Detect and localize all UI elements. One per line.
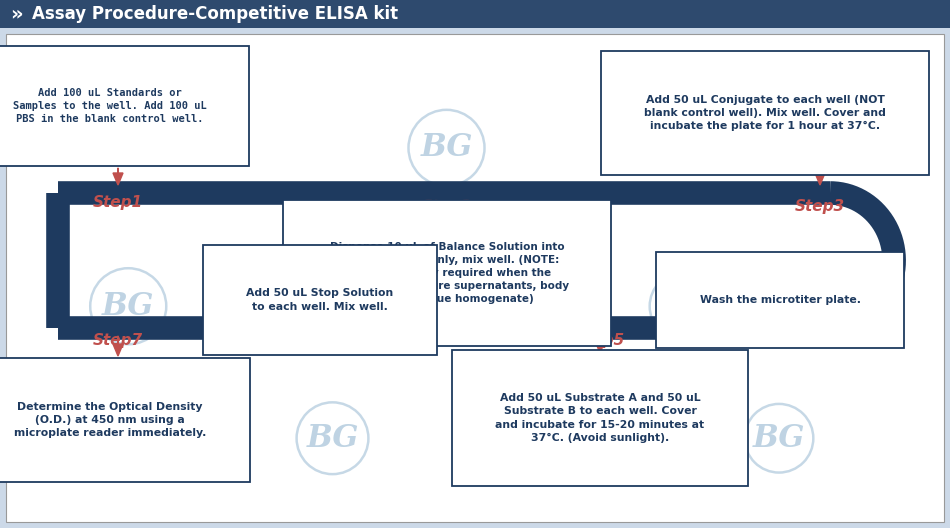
Text: Determine the Optical Density
(O.D.) at 450 nm using a
microplate reader immedia: Determine the Optical Density (O.D.) at …	[14, 402, 206, 438]
Text: Dispense 10 uL of Balance Solution into
100 uL samples only, mix well. (NOTE:
Th: Dispense 10 uL of Balance Solution into …	[325, 242, 569, 305]
FancyArrow shape	[113, 336, 123, 356]
Text: Step4: Step4	[795, 333, 846, 347]
Text: BG: BG	[657, 291, 711, 322]
Text: BG: BG	[420, 133, 473, 163]
FancyBboxPatch shape	[6, 34, 944, 522]
Text: BG: BG	[102, 291, 155, 322]
Text: Add 50 uL Substrate A and 50 uL
Substrate B to each well. Cover
and incubate for: Add 50 uL Substrate A and 50 uL Substrat…	[496, 393, 705, 443]
FancyArrow shape	[113, 168, 123, 185]
Text: BG: BG	[306, 423, 359, 454]
FancyBboxPatch shape	[0, 0, 950, 28]
Text: Add 50 uL Stop Solution
to each well. Mix well.: Add 50 uL Stop Solution to each well. Mi…	[246, 288, 393, 312]
FancyArrow shape	[330, 298, 340, 336]
Text: Wash the microtiter plate.: Wash the microtiter plate.	[699, 295, 861, 305]
Text: »: »	[10, 5, 23, 24]
Text: Assay Procedure-Competitive ELISA kit: Assay Procedure-Competitive ELISA kit	[32, 5, 398, 23]
Text: Step3: Step3	[795, 199, 846, 213]
Text: BG: BG	[752, 423, 806, 454]
Polygon shape	[0, 0, 498, 28]
FancyArrow shape	[815, 168, 825, 185]
Text: Add 50 uL Conjugate to each well (NOT
blank control well). Mix well. Cover and
i: Add 50 uL Conjugate to each well (NOT bl…	[644, 95, 886, 131]
Text: Step7: Step7	[93, 333, 143, 347]
Text: Step1: Step1	[93, 195, 143, 211]
Text: Step5: Step5	[575, 333, 625, 347]
FancyArrow shape	[815, 298, 825, 336]
Text: Add 100 uL Standards or
Samples to the well. Add 100 uL
PBS in the blank control: Add 100 uL Standards or Samples to the w…	[13, 88, 207, 124]
Text: Step6: Step6	[310, 333, 360, 347]
FancyArrow shape	[595, 336, 605, 353]
Text: Step2: Step2	[422, 199, 472, 213]
FancyArrow shape	[442, 201, 452, 218]
